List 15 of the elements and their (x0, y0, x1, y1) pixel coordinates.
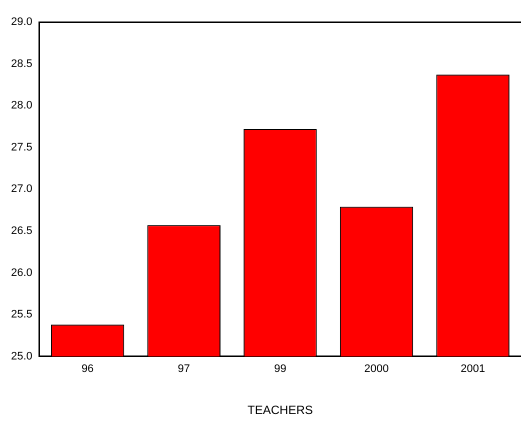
y-tick-label: 28.0 (10, 100, 32, 112)
x-tick-label: 99 (274, 363, 286, 376)
y-tick-label: 28.5 (10, 58, 32, 70)
y-tick-label: 27.5 (10, 141, 32, 154)
y-tick-label: 25.0 (10, 350, 32, 362)
x-tick-label: 96 (81, 363, 94, 376)
y-tick-label: 27.0 (10, 183, 32, 196)
x-tick-label: 2001 (460, 363, 486, 376)
x-axis-title: TEACHERS (248, 403, 313, 418)
y-tick-label: 26.5 (10, 225, 32, 238)
x-tick-label: 2000 (364, 363, 389, 376)
y-tick-label: 26.0 (10, 266, 32, 279)
y-tick-label: 25.5 (10, 308, 32, 321)
y-tick-label: 29.0 (10, 16, 32, 28)
x-tick-label: 97 (178, 363, 190, 376)
